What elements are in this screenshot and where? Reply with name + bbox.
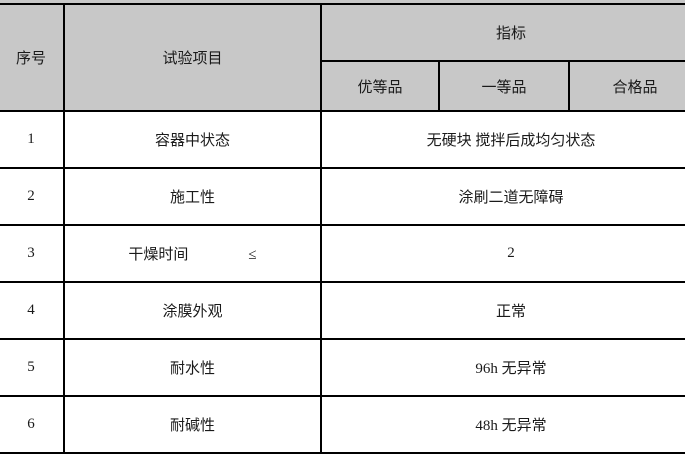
indicator-value-cell: 2	[320, 224, 685, 283]
table-row: 2 施工性 涂刷二道无障碍	[0, 167, 685, 226]
table-row: 5 耐水性 96h 无异常	[0, 338, 685, 397]
header-row-top: 序号 试验项目 指标	[0, 3, 685, 112]
test-item-cell: 耐水性	[63, 338, 322, 397]
indicator-value-cell: 无硬块 搅拌后成均匀状态	[320, 110, 685, 169]
indicator-value-cell: 48h 无异常	[320, 395, 685, 454]
serial-cell: 5	[0, 338, 65, 397]
indicator-value-cell: 涂刷二道无障碍	[320, 167, 685, 226]
test-item-cell: 涂膜外观	[63, 281, 322, 340]
header-cell-qualified-grade: 合格品	[568, 60, 685, 112]
header-row-sub: 优等品 一等品 合格品	[0, 60, 685, 112]
table-row: 6 耐碱性 48h 无异常	[0, 395, 685, 454]
header-cell-first-grade: 一等品	[438, 60, 570, 112]
indicator-value-cell: 正常	[320, 281, 685, 340]
serial-cell: 6	[0, 395, 65, 454]
serial-cell: 2	[0, 167, 65, 226]
serial-cell: 1	[0, 110, 65, 169]
header-fill-strip	[0, 0, 685, 4]
serial-cell: 3	[0, 224, 65, 283]
test-item-cell: 容器中状态	[63, 110, 322, 169]
header-cell-indicator: 指标	[320, 3, 685, 62]
table-row: 4 涂膜外观 正常	[0, 281, 685, 340]
table-row: 3 干燥时间 ≤ 2	[0, 224, 685, 283]
spec-table: 序号 试验项目 指标 优等品 一等品 合格品 1 容器中状态 无硬块 搅拌后成均…	[0, 3, 685, 454]
test-item-cell: 耐碱性	[63, 395, 322, 454]
header-cell-premium-grade: 优等品	[320, 60, 440, 112]
header-cell-test-item: 试验项目	[63, 3, 322, 112]
table-row: 1 容器中状态 无硬块 搅拌后成均匀状态	[0, 110, 685, 169]
serial-cell: 4	[0, 281, 65, 340]
test-item-cell: 干燥时间 ≤	[63, 224, 322, 283]
test-item-cell: 施工性	[63, 167, 322, 226]
header-cell-serial: 序号	[0, 3, 65, 112]
indicator-value-cell: 96h 无异常	[320, 338, 685, 397]
